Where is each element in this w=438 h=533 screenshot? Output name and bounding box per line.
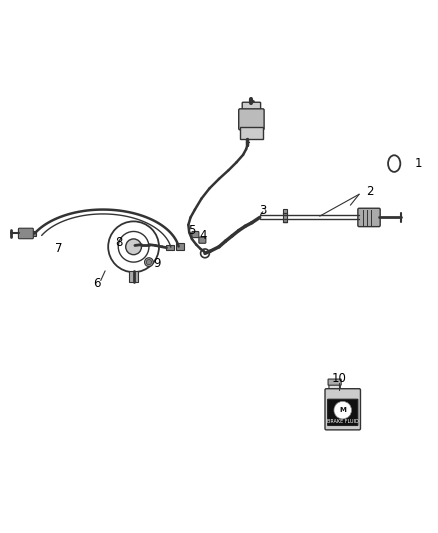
FancyBboxPatch shape	[242, 102, 261, 112]
FancyBboxPatch shape	[328, 379, 341, 385]
FancyBboxPatch shape	[358, 208, 380, 227]
Text: 4: 4	[199, 229, 207, 243]
Text: 6: 6	[93, 277, 101, 289]
Circle shape	[146, 260, 152, 265]
Bar	[177, 243, 184, 250]
Text: 7: 7	[54, 242, 62, 255]
FancyBboxPatch shape	[239, 109, 264, 130]
Circle shape	[126, 239, 141, 255]
Circle shape	[334, 401, 351, 419]
Text: 3: 3	[259, 204, 266, 217]
Text: 1: 1	[414, 157, 422, 170]
Text: 2: 2	[366, 184, 374, 198]
Text: 8: 8	[116, 236, 123, 249]
FancyBboxPatch shape	[240, 127, 263, 140]
Text: 5: 5	[188, 224, 195, 237]
Text: BRAKE FLUID: BRAKE FLUID	[327, 419, 359, 424]
FancyBboxPatch shape	[192, 231, 199, 238]
Text: M: M	[339, 407, 346, 413]
FancyBboxPatch shape	[325, 389, 360, 430]
Text: 9: 9	[153, 257, 161, 270]
Text: 10: 10	[332, 372, 347, 385]
Circle shape	[145, 258, 153, 266]
FancyBboxPatch shape	[129, 271, 138, 282]
Bar	[166, 245, 174, 251]
FancyBboxPatch shape	[329, 383, 340, 392]
Bar	[283, 209, 287, 222]
FancyBboxPatch shape	[18, 228, 33, 239]
FancyBboxPatch shape	[199, 237, 206, 243]
FancyBboxPatch shape	[328, 399, 358, 425]
Bar	[29, 231, 36, 236]
